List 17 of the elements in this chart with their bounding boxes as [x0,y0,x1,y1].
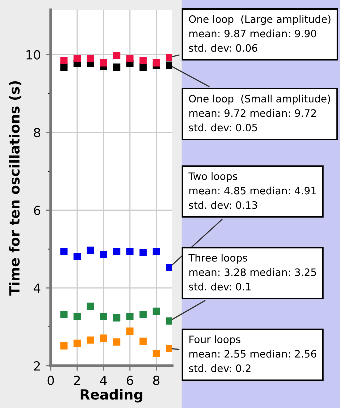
text: One loop (Large amplitude) mean: 9.87 median: 9.90 std. dev: 0.06 [189,15,331,52]
y-tick-label: 2 [34,361,40,371]
x-tick-label: 8 [153,376,160,386]
y-tick-label: 10 [26,50,40,60]
x-tick-label: 4 [100,376,108,386]
y-tick-label: 8 [34,128,40,138]
x-axis-title: Reading [80,389,143,403]
y-axis-title: Time for ten oscillations (s) [9,81,22,296]
x-tick-label: 6 [127,376,134,386]
y-tick-label: 6 [34,206,40,216]
x-tick-label: 0 [48,376,54,386]
text: Four loops mean: 2.55 median: 2.56 std. dev: 0.2 [189,336,316,372]
x-tick-label: 2 [74,376,80,386]
text: Two loops mean: 4.85 median: 4.91 std. dev: 0.13 [188,172,316,210]
text: Three loops mean: 3.28 median: 3.25 std. dev: 0.1 [188,254,316,291]
text: One loop (Small amplitude) mean: 9.72 median: 9.72 std. dev: 0.05 [189,94,330,132]
y-tick-label: 4 [34,284,41,293]
